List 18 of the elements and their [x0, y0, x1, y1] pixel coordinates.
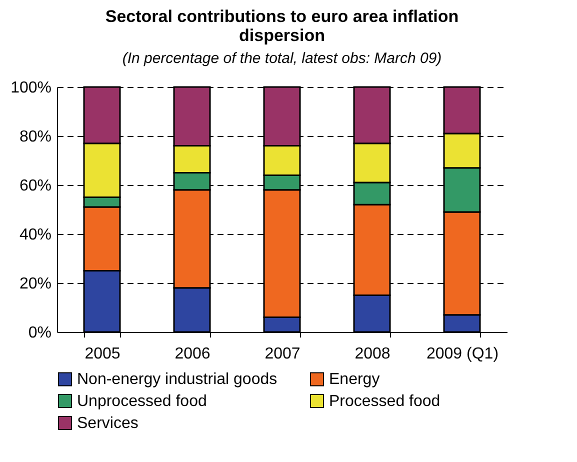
legend-label: Processed food	[329, 393, 440, 410]
y-tick-label: 100%	[10, 80, 52, 96]
legend-label: Unprocessed food	[77, 393, 207, 410]
y-tick-label: 20%	[19, 276, 52, 292]
x-tick-label: 2009 (Q1)	[426, 346, 499, 362]
y-tick-label: 60%	[19, 178, 52, 194]
y-tick-label: 0%	[28, 324, 52, 342]
x-tick-label: 2005	[84, 346, 120, 362]
legend-label: Services	[77, 415, 138, 432]
y-tick-label: 40%	[19, 226, 52, 244]
x-tick-label: 2006	[174, 346, 210, 362]
y-tick-label: 80%	[19, 128, 52, 146]
x-tick-label: 2008	[354, 346, 390, 362]
x-tick-label: 2007	[264, 346, 300, 362]
chart-subtitle: (In percentage of the total, latest obs: March 09)	[122, 50, 442, 67]
legend-label: Non-energy industrial goods	[77, 371, 278, 388]
chart-title: Sectoral contributions to euro area inflation dispersion	[105, 7, 459, 45]
legend-label: Energy	[329, 371, 380, 388]
